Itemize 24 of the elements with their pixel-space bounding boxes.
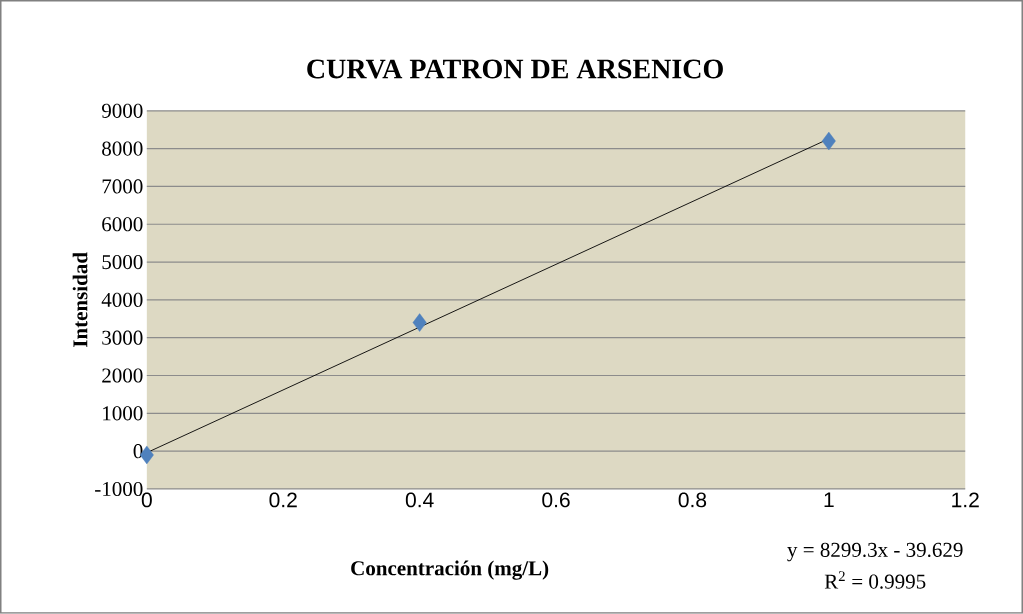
text: y = 8299.3x - 39.629 bbox=[787, 542, 963, 562]
y-tick-label: 2000 bbox=[102, 368, 143, 383]
x-tick-label: 0.4 bbox=[405, 492, 434, 508]
y-tick-label: 7000 bbox=[102, 179, 143, 194]
chart-title: CURVA PATRON DE ARSENICO bbox=[307, 59, 723, 79]
x-tick-label: 1 bbox=[824, 492, 834, 508]
point bbox=[821, 131, 836, 151]
y-tick-label: -1000 bbox=[95, 481, 143, 497]
x-tick-label: 0.2 bbox=[269, 492, 297, 508]
x-tick-label: 0.8 bbox=[678, 492, 707, 508]
y-axis-title: Intensidad bbox=[72, 252, 88, 348]
y-tick-label: 9000 bbox=[101, 103, 143, 118]
x-tick-label: 0.6 bbox=[542, 492, 570, 508]
y-tick-label: 0 bbox=[133, 444, 143, 459]
point bbox=[412, 313, 427, 332]
y-tick-label: 1000 bbox=[103, 406, 143, 421]
text: R$^{2}$ = 0.9995 bbox=[824, 571, 926, 589]
y-tick-label: 8000 bbox=[102, 141, 143, 156]
x-tick-label: 1.2 bbox=[952, 492, 979, 508]
y-tick-label: 6000 bbox=[102, 217, 143, 232]
y-tick-label: 4000 bbox=[101, 292, 143, 308]
x-axis-title: Concentración (mg/L) bbox=[351, 560, 549, 580]
y-tick-label: 5000 bbox=[102, 255, 143, 270]
y-tick-label: 3000 bbox=[102, 330, 143, 345]
